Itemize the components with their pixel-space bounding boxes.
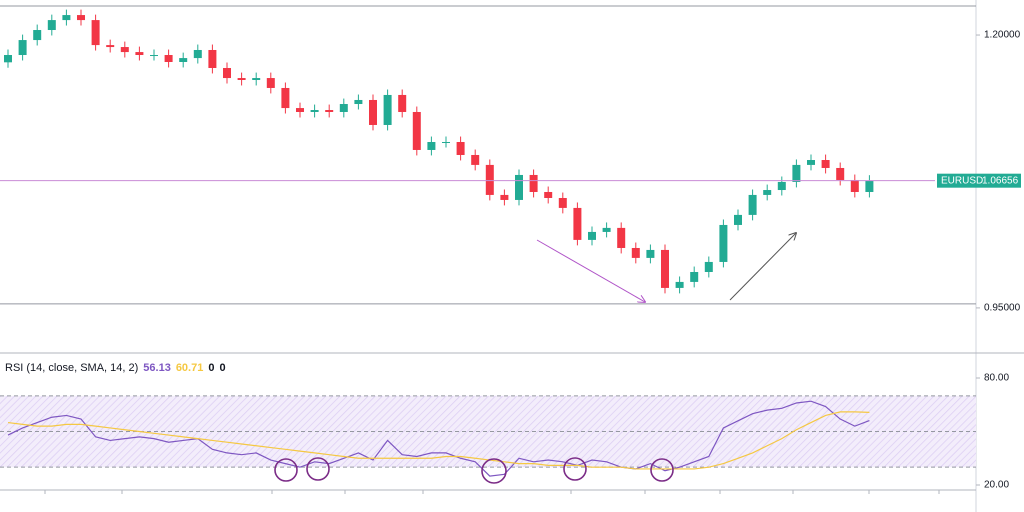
candle-body (836, 167, 845, 180)
candle-body (544, 191, 553, 198)
candle-body (296, 108, 304, 112)
candle-body (821, 160, 830, 168)
candle-body (106, 45, 115, 48)
candle-body (208, 49, 217, 68)
candle-body (412, 111, 421, 150)
candle-body (748, 194, 757, 215)
legend-text: 60.71 (176, 362, 204, 374)
candle-body (617, 227, 626, 248)
candle-body (734, 214, 742, 225)
candle-body (237, 78, 246, 81)
legend-text: 0 (219, 362, 225, 374)
circle (650, 458, 674, 482)
candle-body (223, 67, 231, 79)
candle-body (500, 194, 509, 200)
divergence-circles (274, 457, 674, 484)
rsi-line (7, 411, 870, 470)
candle-body (471, 154, 480, 165)
candle-body (646, 249, 655, 258)
legend-text: 56.13 (143, 362, 171, 374)
circle (481, 458, 507, 484)
price-label-box (937, 173, 1021, 188)
candle-body (91, 20, 100, 46)
rsi-line (7, 400, 870, 477)
candle-body (807, 160, 815, 165)
candle-body (369, 99, 377, 125)
candle-body (310, 110, 319, 112)
candle-body (150, 55, 158, 57)
candle-body (690, 271, 699, 282)
candle-body (485, 164, 494, 195)
candle-body (850, 179, 859, 192)
candle-body (588, 231, 596, 240)
candle-body (456, 142, 465, 155)
circle (563, 457, 587, 481)
up-arrow (729, 233, 796, 301)
candle-body (47, 20, 56, 31)
candle-body (558, 197, 567, 208)
candle-body (62, 15, 71, 21)
candle-body (675, 281, 684, 288)
candle-body (442, 142, 450, 144)
candle-body (865, 180, 874, 192)
legend-text: RSI (14, close, SMA, 14, 2) (5, 362, 138, 374)
candle-body (252, 78, 261, 81)
candle-body (704, 261, 713, 272)
candle-body (266, 78, 275, 88)
y-tick-label: 80.00 (984, 373, 1009, 384)
candle-body (515, 174, 523, 200)
candle-body (18, 40, 27, 56)
candle-body (631, 247, 640, 258)
candle-body (325, 110, 334, 112)
candle-body (77, 15, 85, 21)
candle-body (135, 52, 144, 56)
candle-body (792, 164, 801, 182)
last-price-label: 1.06656 (982, 175, 1019, 186)
candle-body (4, 55, 12, 63)
rsi-pane: 80.00 20.00 RSI (14, close, SMA, 14, 2) 56.… (0, 362, 1009, 491)
candle-body (777, 181, 786, 191)
candle-body (164, 55, 173, 62)
candle-body (529, 174, 538, 192)
symbol-label: EURUSD (941, 175, 983, 186)
legend-text: 0 (208, 362, 214, 374)
circle (274, 458, 298, 482)
circle (306, 457, 330, 481)
candle-body (179, 58, 188, 62)
time-ticks (44, 490, 940, 494)
candle-body (33, 30, 42, 41)
candle-body (339, 104, 348, 112)
down-arrow (536, 239, 645, 302)
candle-body (354, 99, 363, 105)
candle-body (719, 224, 728, 262)
candle-body (661, 249, 669, 288)
y-tick-label: 1.20000 (984, 30, 1021, 41)
candle-body (281, 87, 290, 109)
candle-body (427, 142, 436, 150)
candle-body (763, 190, 772, 195)
candle-body (120, 47, 129, 53)
candle-body (193, 49, 202, 59)
y-tick-label: 20.00 (984, 480, 1009, 491)
y-tick-label: 0.95000 (984, 303, 1021, 314)
candle-body (398, 94, 407, 112)
candle-body (383, 94, 392, 125)
candle-body (573, 207, 582, 240)
candle-body (602, 227, 611, 232)
